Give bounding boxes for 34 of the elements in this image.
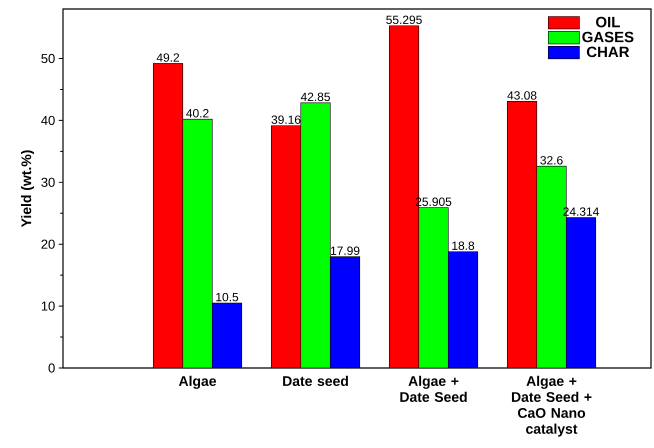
data-label: 10.5 xyxy=(216,292,238,302)
bar xyxy=(418,208,448,368)
y-tick-label: 50 xyxy=(41,54,55,64)
y-tick-label: 30 xyxy=(41,178,55,187)
data-label: 18.8 xyxy=(452,241,474,250)
data-label: 17.99 xyxy=(330,246,360,255)
bar xyxy=(182,119,212,368)
x-tick-label: Algae + Date Seed + CaO Nano catalyst xyxy=(512,376,592,437)
x-tick-label: Algae xyxy=(178,376,216,389)
bar xyxy=(566,217,596,368)
bar xyxy=(448,252,478,368)
legend-label: OIL xyxy=(596,16,620,28)
data-label: 40.2 xyxy=(186,109,209,118)
x-tick-label: Algae + Date Seed xyxy=(400,376,467,402)
data-label: 49.2 xyxy=(156,53,180,62)
legend-label: GASES xyxy=(582,32,634,42)
x-tick-label: Date seed xyxy=(283,376,348,386)
y-tick-label: 20 xyxy=(41,240,55,249)
data-label: 55.295 xyxy=(386,16,422,24)
data-label: 39.16 xyxy=(272,115,300,124)
y-tick-label: 10 xyxy=(42,302,55,311)
bar xyxy=(212,303,242,368)
y-tick-label: 0 xyxy=(48,363,55,373)
data-label: 32.6 xyxy=(540,156,563,165)
data-label: 42.85 xyxy=(300,92,330,102)
bar xyxy=(300,102,330,368)
data-label: 43.08 xyxy=(507,91,536,100)
y-tick-label: 40 xyxy=(41,116,55,125)
y-axis-title: Yield (wt.%) xyxy=(20,150,34,228)
bar xyxy=(330,256,360,368)
bar xyxy=(271,126,301,368)
bar xyxy=(153,63,183,368)
legend-label: CHAR xyxy=(586,46,630,58)
bar xyxy=(506,101,538,368)
